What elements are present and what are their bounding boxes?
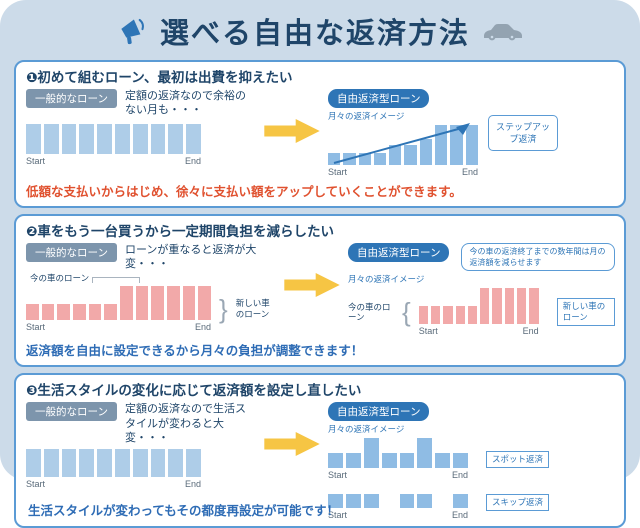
skip-repayment-tag: スキップ返済 [486, 493, 550, 511]
section-reduce-burden: ❷車をもう一台買うから一定期間負担を減らしたい 一般的なローン ローンが重なると… [14, 214, 626, 368]
free-loan-block-1: 自由返済型ローン 月々の返済イメージ Start End [328, 89, 478, 177]
end-label: End [451, 510, 468, 521]
end-label: End [522, 326, 539, 337]
free-loan-header-2: 自由返済型ローン 今の車の返済終了までの数年間は月の返済額を減らせます [348, 243, 615, 272]
end-label: End [461, 167, 478, 177]
section-lifestyle: ❸生活スタイルの変化に応じて返済額を設定し直したい 一般的なローン 定額の返済な… [14, 373, 626, 528]
general-loan-header-2: 一般的なローン ローンが重なると返済が大変・・・ [26, 243, 276, 272]
section-2-heading: ❷車をもう一台買うから一定期間負担を減らしたい [26, 224, 335, 239]
step-up-chart [328, 125, 478, 165]
section-2-footer: 返済額を自由に設定できるから月々の負担が調整できます！ [26, 344, 364, 359]
overlapping-loans-chart-row: Start End } 新しい車のローン [26, 285, 276, 332]
reduced-payment-chart [418, 288, 539, 325]
header: 選べる自由な返済方法 [0, 0, 640, 54]
free-loan-block-3: 自由返済型ローン 月々の返済イメージ Start End スポット返済 [328, 402, 550, 520]
section-1-footer: 低額な支払いからはじめ、徐々に支払い額をアップしていくことができます。 [26, 185, 462, 199]
general-loan-block-1: 一般的なローン 定額の返済なので余裕のない月も・・・ Start End [26, 89, 256, 166]
overlapping-loans-chart [26, 285, 212, 320]
general-loan-block-2: 一般的なローン ローンが重なると返済が大変・・・ 今の車のローン Start [26, 243, 276, 332]
chart-axis: Start End [328, 510, 468, 520]
general-loan-badge: 一般的なローン [26, 243, 117, 262]
skip-repayment-chart [328, 484, 468, 509]
free-loan-badge: 自由返済型ローン [328, 89, 430, 108]
spot-chart-row: Start End スポット返済 [328, 438, 550, 480]
reduced-payment-chart-row: 今の車のローン { Start End 新しい車のローン [348, 288, 615, 336]
section-3-heading: ❸生活スタイルの変化に応じて返済額を設定し直したい [26, 383, 362, 399]
end-label: End [194, 321, 211, 332]
step-up-chart-wrap [328, 123, 478, 165]
general-loan-desc-1: 定額の返済なので余裕のない月も・・・ [124, 90, 246, 117]
end-label: End [451, 470, 468, 481]
start-label: Start [328, 470, 348, 481]
end-label: End [184, 479, 201, 490]
chart-axis: Start End [26, 322, 211, 332]
car-icon [482, 20, 522, 42]
current-loan-label-2: 今の車のローン [348, 301, 391, 323]
section-1-content: 一般的なローン 定額の返済なので余裕のない月も・・・ Start End 自由返… [26, 89, 614, 177]
current-loan-label: 今の車のローン [30, 272, 141, 284]
start-label: Start [418, 326, 438, 337]
uniform-payment-chart-3 [26, 449, 201, 478]
reduced-payment-chart-col: Start End [418, 288, 539, 336]
megaphone-icon [116, 14, 150, 48]
new-loan-box: 新しい車のローン [556, 298, 615, 327]
chart-axis: Start End [328, 167, 478, 177]
monthly-image-label: 月々の返済イメージ [328, 111, 405, 121]
end-label: End [184, 155, 201, 166]
skip-chart-col: Start End [328, 484, 468, 520]
spot-chart-col: Start End [328, 438, 468, 480]
step-up-repayment-tag: ステップアップ返済 [488, 114, 558, 152]
general-loan-header-1: 一般的なローン 定額の返済なので余裕のない月も・・・ [26, 89, 256, 118]
free-loan-block-2: 自由返済型ローン 今の車の返済終了までの数年間は月の返済額を減らせます 月々の返… [348, 243, 615, 336]
chart-axis: Start End [26, 156, 201, 166]
transform-arrow-icon [264, 119, 320, 143]
chart-axis: Start End [26, 479, 201, 489]
start-label: Start [26, 479, 46, 490]
overlapping-loans-chart-wrap: 今の車のローン Start End } 新しい車のローン [26, 273, 276, 332]
free-loan-badge: 自由返済型ローン [328, 402, 430, 422]
section-1-heading: ❶初めて組むローン、最初は出費を抑えたい [26, 70, 293, 85]
brace-shape: { [402, 297, 411, 328]
new-loan-label: 新しい車のローン [235, 297, 270, 319]
start-label: Start [26, 155, 46, 166]
free-loan-badge: 自由返済型ローン [348, 243, 450, 262]
start-label: Start [26, 321, 46, 332]
uniform-payment-chart [26, 123, 201, 154]
section-2-content: 一般的なローン ローンが重なると返済が大変・・・ 今の車のローン Start [26, 243, 615, 336]
general-loan-badge: 一般的なローン [26, 402, 117, 422]
general-loan-header-3: 一般的なローン 定額の返済なので生活スタイルが変わると大変・・・ [26, 402, 256, 445]
current-loan-label-text: 今の車のローン [30, 272, 90, 283]
general-loan-desc-3: 定額の返済なので生活スタイルが変わると大変・・・ [124, 403, 246, 444]
chart-axis: Start End [328, 470, 468, 480]
transform-arrow-icon [264, 432, 320, 457]
monthly-image-label: 月々の返済イメージ [328, 424, 405, 435]
chart-axis: Start End [419, 326, 539, 336]
overlapping-loans-chart-col: Start End [26, 285, 212, 332]
section-step-up: ❶初めて組むローン、最初は出費を抑えたい 一般的なローン 定額の返済なので余裕の… [14, 60, 626, 208]
spot-repayment-chart [328, 438, 468, 469]
callout-bubble: 今の車の返済終了までの数年間は月の返済額を減らせます [461, 243, 615, 272]
general-loan-badge: 一般的なローン [26, 89, 117, 108]
monthly-image-label: 月々の返済イメージ [348, 274, 425, 285]
general-loan-block-3: 一般的なローン 定額の返済なので生活スタイルが変わると大変・・・ Start E… [26, 402, 256, 489]
skip-chart-row: Start End スキップ返済 [328, 484, 550, 520]
spot-repayment-tag: スポット返済 [486, 450, 550, 468]
general-loan-desc-2: ローンが重なると返済が大変・・・ [124, 244, 257, 271]
transform-arrow-icon [284, 273, 340, 297]
bracket-shape [92, 276, 141, 283]
page-title: 選べる自由な返済方法 [159, 18, 470, 50]
start-label: Start [328, 167, 348, 177]
section-3-footer: 生活スタイルが変わってもその都度再設定が可能です！ [28, 504, 340, 519]
brace-shape: } [219, 293, 228, 324]
